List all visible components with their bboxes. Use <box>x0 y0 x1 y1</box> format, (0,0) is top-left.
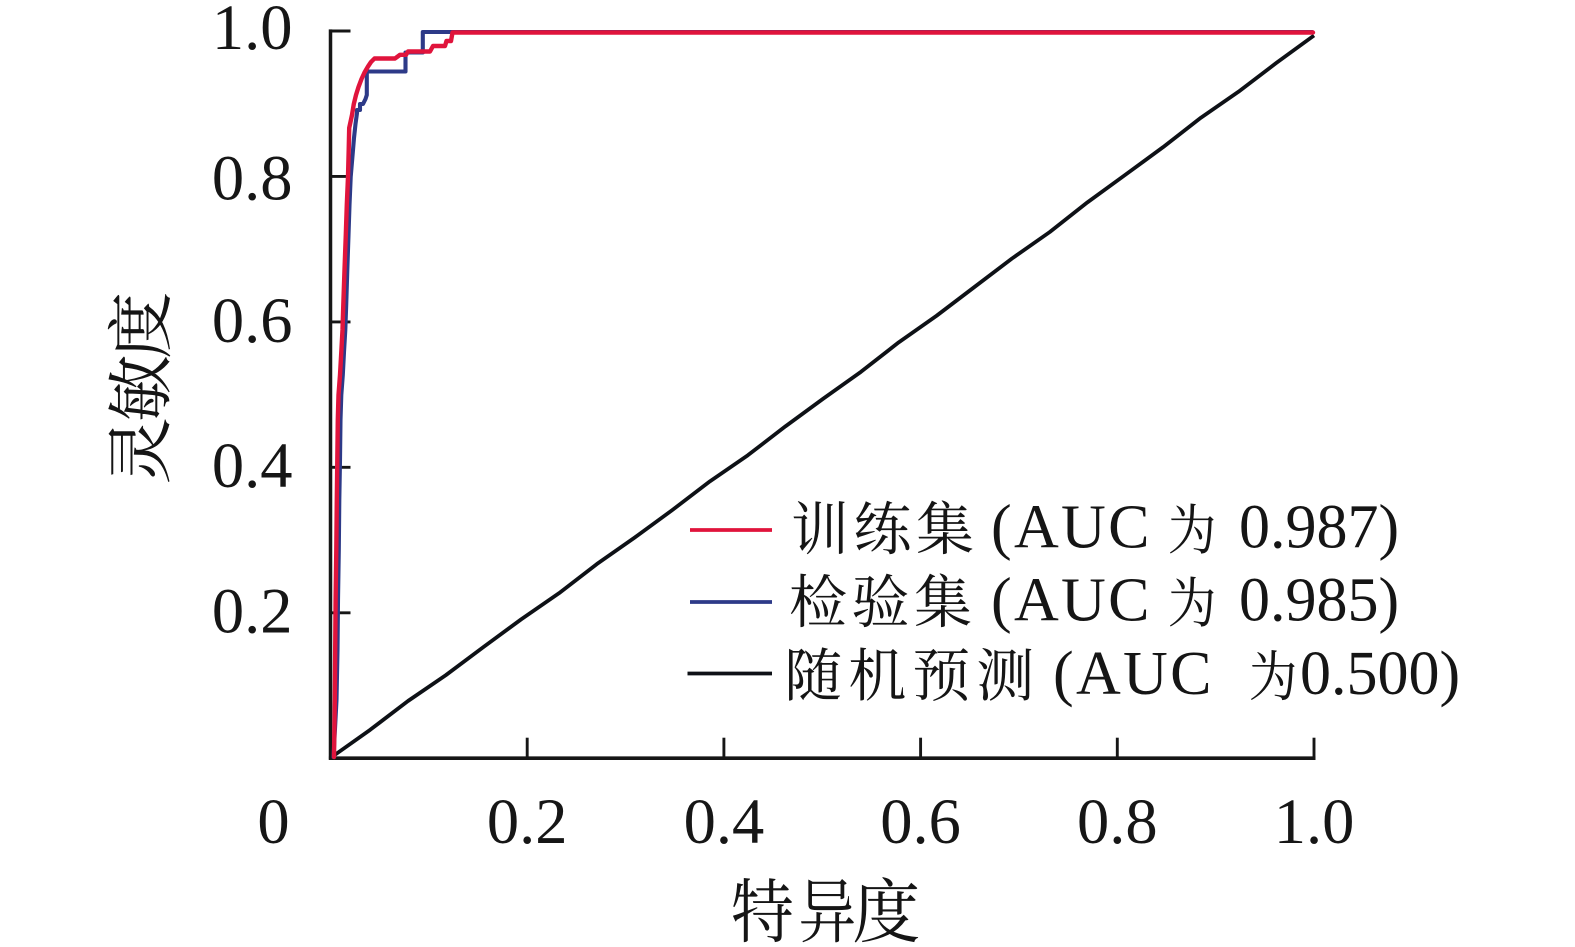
svg-text:(AUC: (AUC <box>991 494 1152 562</box>
svg-text:0.6: 0.6 <box>880 786 961 857</box>
svg-text:0: 0 <box>257 786 289 857</box>
svg-text:0.985): 0.985) <box>1239 567 1399 635</box>
svg-text:1.0: 1.0 <box>212 0 293 63</box>
svg-text:(AUC: (AUC <box>1053 640 1214 708</box>
svg-text:0.987): 0.987) <box>1239 494 1399 562</box>
svg-text:0.8: 0.8 <box>212 143 293 214</box>
svg-text:0.8: 0.8 <box>1077 786 1158 857</box>
svg-text:0.500): 0.500) <box>1300 640 1460 708</box>
svg-text:0.4: 0.4 <box>684 786 765 857</box>
svg-text:1.0: 1.0 <box>1274 786 1355 857</box>
svg-text:0.2: 0.2 <box>487 786 568 857</box>
svg-text:(AUC: (AUC <box>991 567 1152 635</box>
svg-text:0.6: 0.6 <box>212 285 293 356</box>
svg-text:0.2: 0.2 <box>212 576 293 647</box>
svg-text:0.4: 0.4 <box>212 430 293 501</box>
